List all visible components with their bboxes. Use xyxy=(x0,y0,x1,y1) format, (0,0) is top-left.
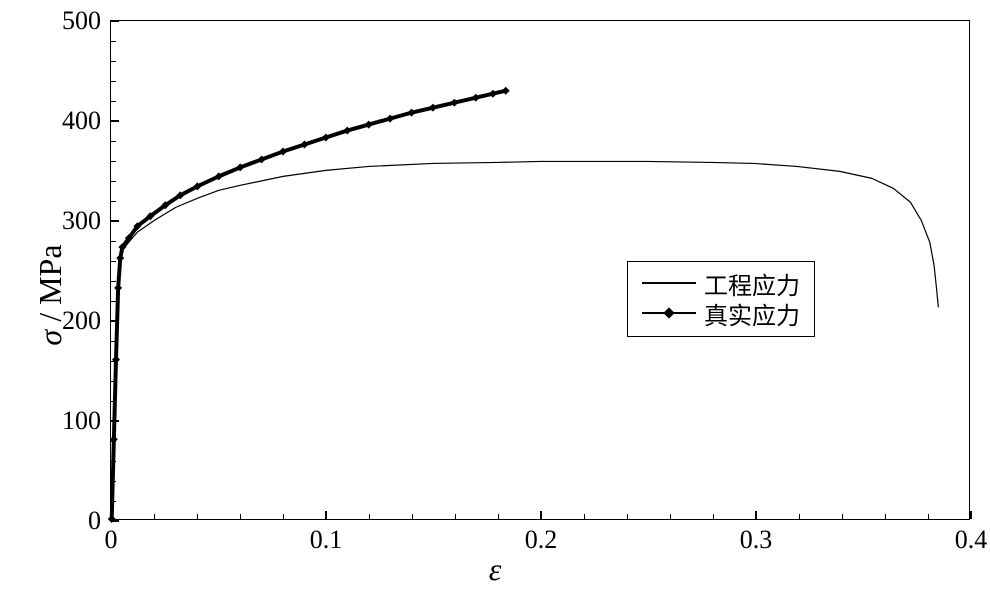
legend-swatch xyxy=(642,303,696,323)
y-minor-tick xyxy=(111,301,116,302)
true-stress-marker xyxy=(450,99,458,107)
true-stress-marker xyxy=(472,94,480,102)
x-minor-tick xyxy=(197,514,198,519)
y-tick-mark xyxy=(111,320,119,322)
y-axis-unit: MPa xyxy=(32,244,68,304)
true-stress-marker xyxy=(502,87,510,95)
true-stress-marker xyxy=(110,435,118,443)
y-minor-tick xyxy=(111,41,116,42)
y-tick-label: 500 xyxy=(62,6,101,36)
y-tick-mark xyxy=(111,420,119,422)
x-minor-tick xyxy=(842,514,843,519)
x-minor-tick xyxy=(885,514,886,519)
y-minor-tick xyxy=(111,261,116,262)
x-tick-label: 0.1 xyxy=(310,525,343,555)
x-tick-mark xyxy=(755,511,757,519)
engineering-stress-curve xyxy=(112,161,939,519)
x-minor-tick xyxy=(283,514,284,519)
y-minor-tick xyxy=(111,401,116,402)
y-tick-label: 100 xyxy=(62,406,101,436)
legend-item: 工程应力 xyxy=(642,268,800,298)
y-minor-tick xyxy=(111,281,116,282)
stress-strain-chart: σ / MPa 工程应力真实应力 010020030040050000.10.2… xyxy=(0,0,990,590)
true-stress-marker xyxy=(489,90,497,98)
y-minor-tick xyxy=(111,341,116,342)
y-minor-tick xyxy=(111,161,116,162)
legend-swatch xyxy=(642,273,696,293)
y-tick-label: 200 xyxy=(62,306,101,336)
y-minor-tick xyxy=(111,481,116,482)
y-tick-label: 400 xyxy=(62,106,101,136)
x-tick-label: 0.4 xyxy=(955,525,988,555)
true-stress-marker xyxy=(429,104,437,112)
x-axis-label: ε xyxy=(489,551,502,588)
y-minor-tick xyxy=(111,61,116,62)
legend-item: 真实应力 xyxy=(642,298,800,328)
y-tick-mark xyxy=(111,520,119,522)
y-tick-mark xyxy=(111,20,119,22)
curves-svg xyxy=(111,21,969,519)
true-stress-marker xyxy=(116,254,124,262)
y-minor-tick xyxy=(111,81,116,82)
legend-label: 真实应力 xyxy=(704,296,800,331)
x-tick-mark xyxy=(110,511,112,519)
x-minor-tick xyxy=(627,514,628,519)
y-minor-tick xyxy=(111,181,116,182)
y-minor-tick xyxy=(111,381,116,382)
x-tick-mark xyxy=(325,511,327,519)
x-minor-tick xyxy=(584,514,585,519)
y-tick-label: 0 xyxy=(88,506,101,536)
x-minor-tick xyxy=(713,514,714,519)
y-tick-mark xyxy=(111,120,119,122)
x-minor-tick xyxy=(928,514,929,519)
x-minor-tick xyxy=(154,514,155,519)
y-minor-tick xyxy=(111,461,116,462)
legend-box: 工程应力真实应力 xyxy=(627,261,815,337)
y-tick-label: 300 xyxy=(62,206,101,236)
y-minor-tick xyxy=(111,441,116,442)
y-tick-mark xyxy=(111,220,119,222)
x-tick-label: 0.3 xyxy=(740,525,773,555)
x-minor-tick xyxy=(498,514,499,519)
plot-area: 工程应力真实应力 010020030040050000.10.20.30.4 xyxy=(110,20,970,520)
y-minor-tick xyxy=(111,141,116,142)
legend-diamond-icon xyxy=(663,307,674,318)
x-minor-tick xyxy=(799,514,800,519)
x-minor-tick xyxy=(412,514,413,519)
legend-line-icon xyxy=(642,282,696,283)
x-minor-tick xyxy=(240,514,241,519)
x-tick-label: 0.2 xyxy=(525,525,558,555)
x-minor-tick xyxy=(369,514,370,519)
y-minor-tick xyxy=(111,101,116,102)
y-minor-tick xyxy=(111,361,116,362)
x-minor-tick xyxy=(670,514,671,519)
true-stress-marker xyxy=(114,284,122,292)
x-tick-mark xyxy=(540,511,542,519)
x-tick-label: 0 xyxy=(105,525,118,555)
x-tick-mark xyxy=(970,511,972,519)
y-minor-tick xyxy=(111,201,116,202)
y-minor-tick xyxy=(111,501,116,502)
true-stress-curve xyxy=(112,91,506,519)
y-minor-tick xyxy=(111,241,116,242)
x-minor-tick xyxy=(455,514,456,519)
